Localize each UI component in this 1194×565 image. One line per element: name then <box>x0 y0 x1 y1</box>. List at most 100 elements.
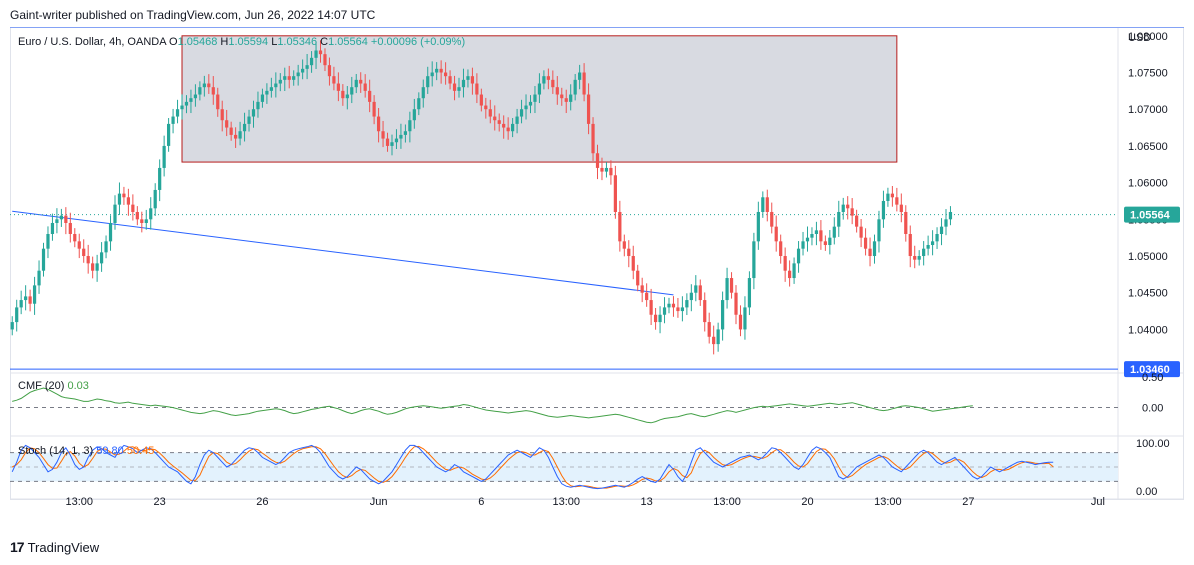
time-tick-label: 13:00 <box>874 496 902 507</box>
time-tick-label: 13:00 <box>713 496 741 507</box>
candle-body <box>819 230 823 242</box>
price-tick-label: 1.07000 <box>1128 104 1168 116</box>
candle-body <box>301 68 305 73</box>
candle-body <box>913 256 917 260</box>
candle-body <box>904 211 908 234</box>
candle-body <box>341 90 345 99</box>
candle-body <box>412 109 416 121</box>
candle-body <box>19 300 23 308</box>
time-tick-label: 20 <box>801 496 813 507</box>
candle-body <box>779 241 783 257</box>
price-tick-label: 1.04000 <box>1128 324 1168 336</box>
candle-body <box>296 72 300 77</box>
candle-body <box>461 79 466 88</box>
candle-body <box>738 314 743 330</box>
time-tick-label: 27 <box>962 496 974 507</box>
tradingview-footer[interactable]: 17 TradingView <box>10 539 99 555</box>
candle-body <box>926 245 930 249</box>
candle-body <box>850 208 854 216</box>
candle-body <box>801 241 805 249</box>
candle-body <box>229 127 233 135</box>
candle-body <box>327 65 332 77</box>
candle-body <box>439 68 443 73</box>
candle-body <box>41 248 46 271</box>
candle-body <box>519 109 524 117</box>
trendline[interactable] <box>12 210 674 296</box>
candle-body <box>855 215 859 227</box>
candle-body <box>46 234 50 249</box>
candle-body <box>488 109 492 117</box>
chart-frame[interactable]: 1.08000 1.07500 1.07000 1.06500 1.06000 1.055… <box>10 27 1184 507</box>
candle-body <box>359 79 363 84</box>
candle-body <box>658 314 662 323</box>
candle-body <box>908 234 912 257</box>
candle-body <box>323 54 327 66</box>
candle-body <box>528 101 533 106</box>
candle-body <box>430 72 434 77</box>
candle-body <box>560 94 564 99</box>
candle-body <box>131 204 135 212</box>
candle-body <box>372 101 376 117</box>
candle-body <box>930 241 935 246</box>
candle-body <box>37 270 41 286</box>
candle-body <box>645 292 649 301</box>
candle-body <box>153 189 157 209</box>
candle-body <box>828 237 832 246</box>
time-tick-label: Jun <box>370 496 388 507</box>
candle-body <box>613 175 617 212</box>
stoch-legend: Stoch (14, 1, 3) 59.80 50.45 <box>18 445 154 457</box>
candle-body <box>144 219 148 223</box>
candle-body <box>837 211 841 227</box>
candle-body <box>394 138 399 143</box>
candle-body <box>180 105 184 110</box>
candle-body <box>622 241 626 249</box>
time-tick-label: 13:00 <box>552 496 580 507</box>
candle-body <box>158 167 162 190</box>
price-tick-label: 1.08000 <box>1128 31 1168 43</box>
candle-body <box>55 219 59 223</box>
candle-body <box>457 87 461 91</box>
candle-body <box>511 123 515 132</box>
candle-body <box>260 94 265 102</box>
candle-body <box>403 131 408 135</box>
candle-body <box>689 292 693 301</box>
candle-body <box>573 79 577 95</box>
candle-body <box>939 226 944 234</box>
candle-body <box>479 94 483 106</box>
stoch-tick-label: 0.00 <box>1136 486 1157 498</box>
candle-body <box>546 76 550 80</box>
candle-body <box>863 237 868 249</box>
candle-body <box>640 285 644 293</box>
candle-body <box>113 204 117 223</box>
cmf-line <box>12 387 973 424</box>
candle-body <box>354 79 358 88</box>
currency-label: USD <box>1128 32 1151 44</box>
candle-body <box>32 285 37 304</box>
candle-body <box>533 94 537 102</box>
candle-body <box>703 300 707 323</box>
candle-body <box>59 215 63 220</box>
candle-body <box>99 252 104 264</box>
candle-body <box>475 83 479 95</box>
candle-body <box>881 200 886 220</box>
candle-body <box>756 211 760 242</box>
candle-body <box>28 296 32 304</box>
chart-canvas[interactable]: 1.08000 1.07500 1.07000 1.06500 1.06000 1.055… <box>10 27 1184 507</box>
time-tick-label: 13:00 <box>65 496 93 507</box>
time-tick-label: 26 <box>256 496 268 507</box>
candle-body <box>792 263 796 279</box>
price-tick-label: 1.06500 <box>1128 141 1168 153</box>
candle-body <box>166 123 171 146</box>
candle-body <box>443 72 448 77</box>
candle-body <box>868 248 872 257</box>
candle-body <box>886 193 890 201</box>
candle-body <box>108 222 113 242</box>
candle-body <box>448 76 452 84</box>
candle-body <box>408 120 412 132</box>
publisher-header: Gaint-writer published on TradingView.co… <box>10 8 376 22</box>
candle-body <box>216 94 220 110</box>
candle-body <box>350 87 354 95</box>
stoch-tick-label: 100.00 <box>1136 438 1170 450</box>
candle-body <box>15 307 19 323</box>
candle-body <box>685 300 689 308</box>
